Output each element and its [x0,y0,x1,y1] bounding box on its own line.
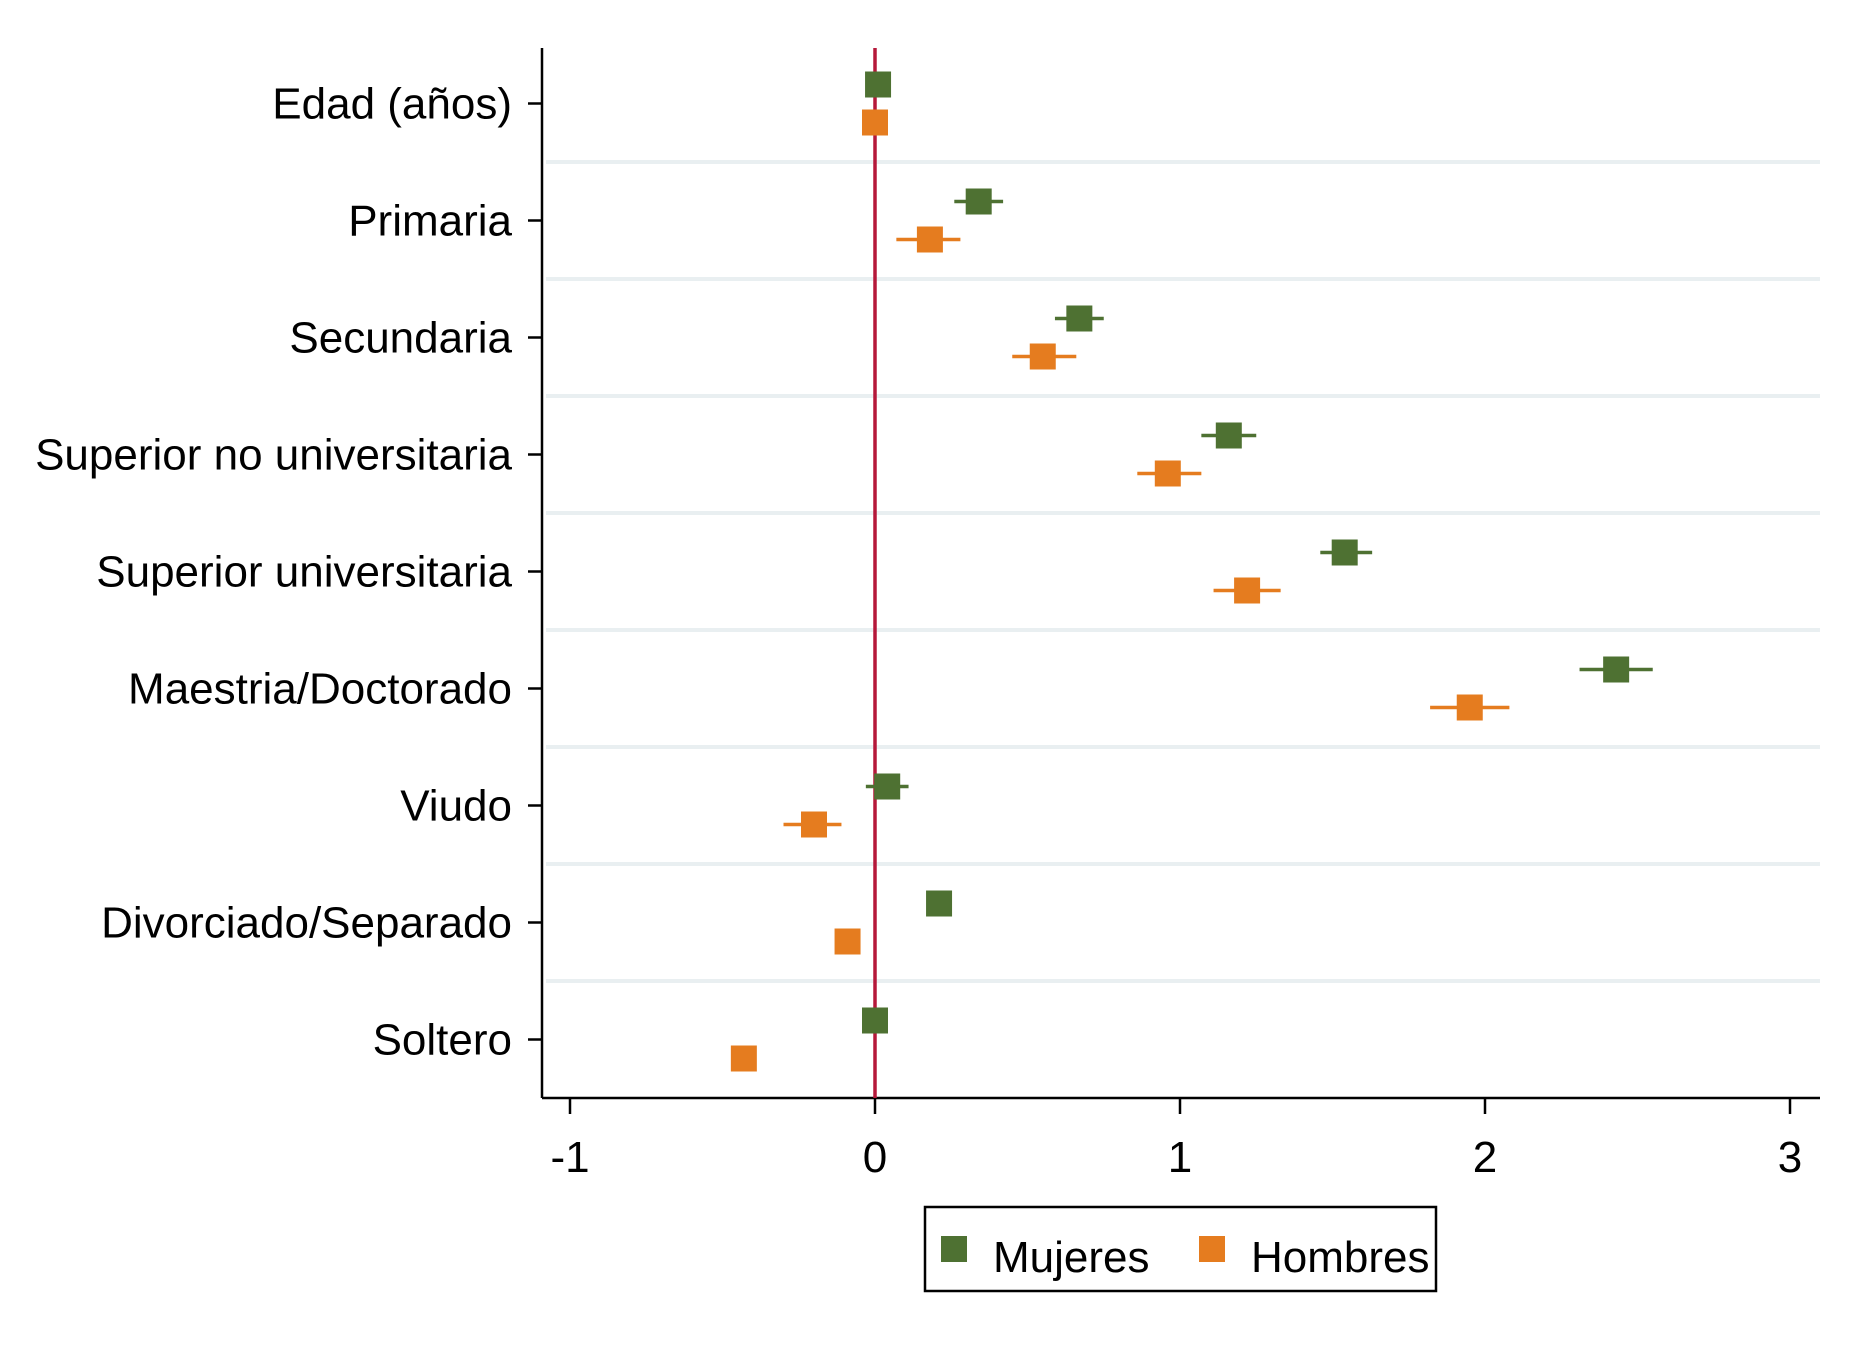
point-hombres [862,109,888,136]
grid-lines [546,160,1820,983]
point-mujeres [1603,656,1630,683]
point-mujeres [965,188,992,215]
category-label: Primaria [348,197,512,246]
point-mujeres [1331,539,1358,566]
category-label: Divorciado/Separado [101,899,512,948]
legend-label-hombres: Hombres [1251,1233,1430,1282]
point-hombres [1234,577,1261,604]
x-tick-label: 3 [1778,1133,1802,1182]
category-label: Superior universitaria [96,548,512,597]
x-tick-labels: -1 0 1 2 3 [550,1133,1802,1182]
point-hombres [801,811,827,838]
point-hombres [1456,694,1483,721]
legend-label-mujeres: Mujeres [993,1233,1150,1282]
point-mujeres [862,1007,888,1034]
point-hombres [1154,460,1181,487]
point-hombres [834,928,861,955]
point-mujeres [874,773,901,800]
x-tick-label: 2 [1473,1133,1497,1182]
legend-box [923,1205,1438,1293]
point-hombres [1029,343,1056,370]
category-label: Soltero [373,1016,512,1065]
category-labels: Edad (años) Primaria Secundaria Superior no… [35,80,512,1065]
category-label: Secundaria [289,314,512,363]
legend-swatch-hombres [1199,1236,1225,1262]
point-mujeres [1215,422,1242,449]
point-mujeres [865,71,892,98]
legend: Mujeres Hombres [923,1205,1438,1293]
point-hombres [916,226,943,253]
point-hombres [730,1045,757,1072]
category-label: Superior no universitaria [35,431,512,480]
data-marks [730,71,1653,1072]
axes [528,48,1820,1114]
category-label: Viudo [400,782,512,831]
point-mujeres [926,890,953,917]
legend-swatch-mujeres [941,1236,967,1262]
x-tick-label: 0 [863,1133,887,1182]
x-tick-label: -1 [550,1133,589,1182]
category-label: Edad (años) [272,80,512,129]
category-label: Maestria/Doctorado [128,665,512,714]
point-mujeres [1066,305,1093,332]
x-tick-label: 1 [1168,1133,1192,1182]
